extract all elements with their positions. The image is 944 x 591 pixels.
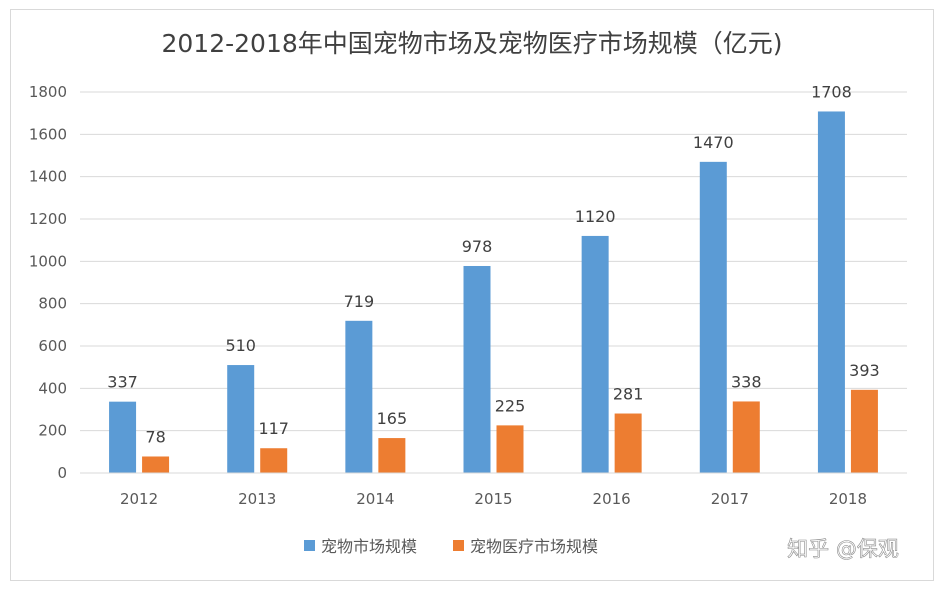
x-tick-label: 2017 <box>711 490 749 508</box>
bar-pet-medical-2016 <box>614 413 642 473</box>
watermark: 知乎 @保观 <box>787 537 899 561</box>
y-tick-label: 1200 <box>29 210 67 228</box>
y-tick-label: 1400 <box>29 168 67 186</box>
legend: 宠物市场规模 宠物医疗市场规模 <box>304 537 598 556</box>
data-label: 78 <box>145 427 165 446</box>
data-label: 978 <box>462 237 493 256</box>
gridlines <box>80 91 907 474</box>
bar-pet-market-2013 <box>227 365 255 473</box>
data-label: 117 <box>258 419 289 438</box>
x-tick-label: 2012 <box>120 490 158 508</box>
legend-label-pet-market: 宠物市场规模 <box>321 537 417 556</box>
y-tick-label: 600 <box>38 337 67 355</box>
data-label: 393 <box>849 361 880 380</box>
data-label: 1470 <box>693 133 734 152</box>
bar-pet-medical-2012 <box>142 456 170 473</box>
x-axis: 2012 2013 2014 2015 2016 2017 2018 <box>80 472 907 508</box>
y-tick-label: 0 <box>57 464 67 482</box>
data-label: 338 <box>731 372 762 391</box>
data-label: 281 <box>613 385 644 404</box>
y-tick-label: 200 <box>38 422 67 440</box>
bar-pet-medical-2015 <box>496 425 524 473</box>
legend-label-pet-medical: 宠物医疗市场规模 <box>470 537 598 556</box>
data-label: 337 <box>107 373 138 392</box>
bar-pet-market-2017 <box>699 161 727 473</box>
x-tick-label: 2015 <box>474 490 512 508</box>
data-label: 1708 <box>811 82 852 101</box>
x-tick-label: 2014 <box>356 490 394 508</box>
bar-pet-market-2012 <box>109 401 137 473</box>
y-tick-label: 800 <box>38 295 67 313</box>
x-tick-label: 2013 <box>238 490 276 508</box>
y-tick-label: 400 <box>38 379 67 397</box>
y-tick-label: 1600 <box>29 125 67 143</box>
data-label: 1120 <box>575 207 616 226</box>
x-tick-label: 2018 <box>829 490 867 508</box>
chart-title: 2012-2018年中国宠物市场及宠物医疗市场规模（亿元) <box>161 29 782 58</box>
bar-pet-market-2014 <box>345 320 373 473</box>
y-tick-label: 1800 <box>29 83 67 101</box>
bar-pet-medical-2014 <box>378 438 406 473</box>
legend-swatch-pet-medical <box>453 540 464 551</box>
bar-pet-medical-2013 <box>260 448 288 473</box>
x-tick-label: 2016 <box>593 490 631 508</box>
data-label: 510 <box>225 336 256 355</box>
data-label: 165 <box>377 409 408 428</box>
legend-swatch-pet-market <box>304 540 315 551</box>
y-tick-label: 1000 <box>29 252 67 270</box>
bars: 337 78 510 117 719 165 978 225 1120 281 1470 338 170… <box>107 82 880 474</box>
bar-pet-medical-2018 <box>850 389 878 473</box>
y-axis: 0 200 400 600 800 1000 1200 1400 1600 1800 <box>29 83 67 482</box>
bar-pet-market-2016 <box>581 235 609 473</box>
bar-pet-market-2015 <box>463 265 491 473</box>
data-label: 719 <box>344 292 375 311</box>
data-label: 225 <box>495 396 526 415</box>
bar-pet-medical-2017 <box>732 401 760 473</box>
bar-pet-market-2018 <box>817 111 845 474</box>
